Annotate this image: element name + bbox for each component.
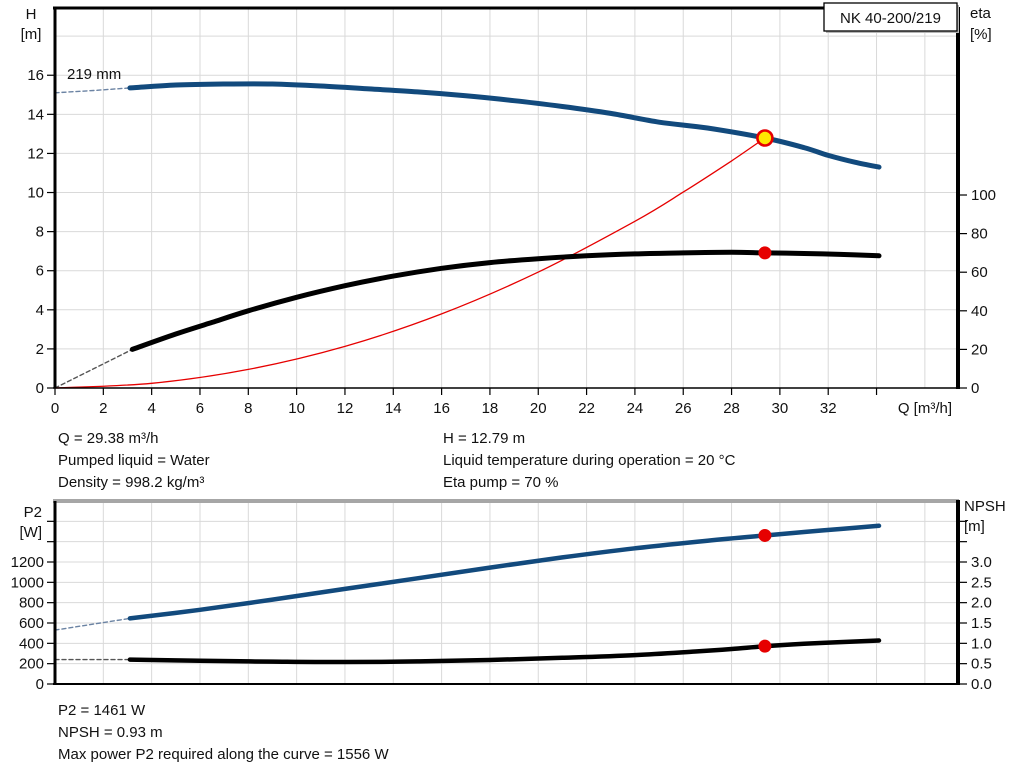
right-axis-tick-label: 0 [971,380,979,397]
x-axis-tick-label: 12 [337,400,354,417]
duty-point-head [756,129,774,147]
duty-point-npsh [758,639,772,653]
right-axis-tick-label: 2.5 [971,574,992,591]
right-axis-tick-label: 1.0 [971,635,992,652]
left-axis-title: [m] [21,26,42,43]
x-axis-tick-label: 26 [675,400,692,417]
x-axis-tick-label: 16 [433,400,450,417]
power-curve [127,523,882,621]
power-curve-dashed [54,617,131,631]
pump-type-label: NK 40-200/219 [840,10,941,27]
right-axis-tick-label: 0.0 [971,676,992,693]
left-axis-tick-label: 16 [27,67,44,84]
right-axis-title: eta [970,5,992,22]
left-axis-tick-label: 12 [27,145,44,162]
result-p2: P2 = 1461 W [58,702,146,719]
right-axis-title: [%] [970,26,992,43]
x-axis-title: Q [m³/h] [898,400,952,417]
impeller-diameter-label: 219 mm [67,66,121,83]
left-axis-tick-label: 600 [19,615,44,632]
left-axis-tick-label: 800 [19,595,44,612]
right-axis-tick-label: 3.0 [971,554,992,571]
x-axis-tick-label: 6 [196,400,204,417]
x-axis-tick-label: 2 [99,400,107,417]
condition-pumped-liquid: Pumped liquid = Water [58,452,210,469]
right-axis-tick-label: 1.5 [971,615,992,632]
left-axis-tick-label: 0 [36,380,44,397]
left-axis-tick-label: 10 [27,185,44,202]
right-axis-tick-label: 60 [971,264,988,281]
npsh-curve [127,638,882,665]
x-axis-tick-label: 8 [244,400,252,417]
result-max-power: Max power P2 required along the curve = … [58,746,389,763]
left-axis-title: [W] [20,524,43,541]
power-npsh-chart: 0 200 400 600 800 1000 1200 0.0 0.5 1.0 1.5 2.0 2.5 3… [11,498,1006,693]
x-axis-tick-label: 0 [51,400,59,417]
right-axis-tick-label: 20 [971,341,988,358]
x-axis-tick-label: 20 [530,400,547,417]
left-axis-tick-label: 6 [36,263,44,280]
pump-type-box [823,2,958,32]
x-axis-tick-label: 24 [627,400,644,417]
left-axis-title: P2 [24,504,42,521]
efficiency-curve-dashed [54,348,133,389]
left-axis-tick-label: 4 [36,302,44,319]
result-values: P2 = 1461 W NPSH = 0.93 m Max power P2 r… [58,700,389,766]
left-axis-tick-label: 1000 [11,574,44,591]
head-curve-dashed [54,87,131,94]
condition-liquid-temperature: Liquid temperature during operation = 20… [443,452,736,469]
head-curve [127,81,882,170]
x-axis-tick-label: 4 [147,400,155,417]
left-axis-tick-label: 1200 [11,554,44,571]
operating-conditions-left: Q = 29.38 m³/h Pumped liquid = Water Den… [58,428,210,494]
condition-eta-pump: Eta pump = 70 % [443,474,559,491]
operating-conditions-right: H = 12.79 m Liquid temperature during op… [443,428,735,494]
x-axis-tick-label: 28 [723,400,740,417]
left-axis-tick-label: 8 [36,224,44,241]
x-axis-tick-label: 14 [385,400,402,417]
condition-flow: Q = 29.38 m³/h [58,430,159,447]
left-axis-tick-label: 2 [36,341,44,358]
right-axis-title: NPSH [964,498,1006,515]
left-axis-tick-label: 0 [36,676,44,693]
condition-density: Density = 998.2 kg/m³ [58,474,205,491]
system-curve [54,137,766,389]
x-axis-tick-label: 10 [288,400,305,417]
condition-head: H = 12.79 m [443,430,526,447]
x-axis-tick-label: 22 [578,400,595,417]
right-axis-tick-label: 100 [971,187,996,204]
left-axis-tick-label: 14 [27,106,44,123]
right-axis-tick-label: 2.0 [971,595,992,612]
left-axis-title: H [26,6,37,23]
right-axis-title: [m] [964,518,985,535]
duty-point-efficiency [758,246,772,260]
right-axis-tick-label: 80 [971,226,988,243]
x-axis-tick-label: 30 [772,400,789,417]
duty-point-power [758,528,772,542]
x-axis-tick-label: 18 [482,400,499,417]
x-axis-tick-label: 32 [820,400,837,417]
right-axis-tick-label: 40 [971,303,988,320]
efficiency-curve [129,249,882,352]
left-axis-tick-label: 400 [19,635,44,652]
right-axis-tick-label: 0.5 [971,656,992,673]
result-npsh: NPSH = 0.93 m [58,724,163,741]
left-axis-tick-label: 200 [19,656,44,673]
